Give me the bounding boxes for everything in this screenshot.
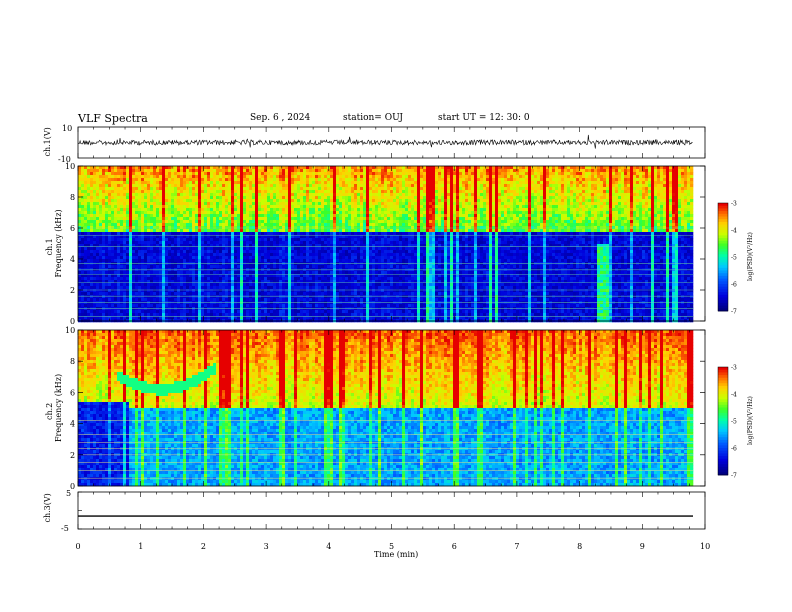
ch2-ytick: 2	[70, 451, 75, 460]
ch3-ylabel: ch.3(V)	[43, 493, 52, 522]
date-label: Sep. 6 , 2024	[250, 113, 310, 123]
ch1-colorbar-tick: -3	[731, 201, 737, 208]
ch1-ytick: 6	[70, 224, 75, 233]
start-time-label: start UT = 12: 30: 0	[438, 113, 530, 123]
ch2-ytick: 10	[65, 326, 75, 335]
ch2-spectrogram	[78, 330, 694, 487]
x-tick-label: 3	[264, 542, 269, 551]
ch1-colorbar	[717, 202, 729, 312]
ch3-ytick: 5	[66, 489, 71, 498]
ch1-waveform-frame	[77, 126, 706, 159]
ch1-ytick: 10	[62, 124, 72, 133]
ch1-ytick: -10	[58, 155, 71, 164]
x-tick-label: 7	[514, 542, 519, 551]
ch1-ylabel-freq: Frequency (kHz)	[54, 209, 63, 277]
ch2-colorbar-tick: -5	[731, 419, 737, 426]
ch1-ytick: 2	[70, 286, 75, 295]
x-tick-label: 9	[640, 542, 645, 551]
ch1-colorbar-tick: -5	[731, 255, 737, 262]
ch2-ytick: 8	[70, 357, 75, 366]
ch2-colorbar-label: log(PSD)(V²/Hz)	[747, 396, 754, 445]
x-tick-label: 6	[452, 542, 457, 551]
x-tick-label: 5	[389, 542, 394, 551]
ch1-ytick: 10	[65, 162, 75, 171]
ch1-colorbar-tick: -7	[731, 309, 737, 316]
ch1-colorbar-tick: -4	[731, 228, 737, 235]
ch2-ytick: 6	[70, 388, 75, 397]
ch2-colorbar-tick: -3	[731, 365, 737, 372]
ch2-colorbar-tick: -4	[731, 392, 737, 399]
ch1-spectrogram	[78, 166, 694, 323]
ch2-colorbar-tick: -7	[731, 473, 737, 480]
ch3-waveform-frame	[77, 491, 706, 530]
chart-title: VLF Spectra	[78, 112, 148, 125]
x-axis-label: Time (min)	[374, 550, 418, 559]
ch1-colorbar-tick: -6	[731, 282, 737, 289]
x-tick-label: 8	[577, 542, 582, 551]
ch2-ylabel: ch.2	[45, 403, 54, 420]
ch3-ytick: -5	[61, 524, 69, 533]
ch2-colorbar	[717, 366, 729, 476]
ch1-ylabel: ch.1	[45, 238, 54, 255]
ch1-waveform-trace	[77, 134, 693, 149]
ch1-colorbar-label: log(PSD)(V²/Hz)	[747, 232, 754, 281]
ch2-ytick: 4	[70, 420, 75, 429]
ch1-ytick: 4	[70, 255, 75, 264]
ch1-ylabel: ch.1(V)	[43, 127, 52, 156]
x-tick-label: 4	[326, 542, 331, 551]
x-tick-label: 1	[138, 542, 143, 551]
ch1-ytick: 8	[70, 193, 75, 202]
x-tick-label: 10	[700, 542, 710, 551]
ch1-ytick: 0	[70, 317, 75, 326]
ch2-colorbar-tick: -6	[731, 446, 737, 453]
ch2-ytick: 0	[70, 482, 75, 491]
x-tick-label: 0	[76, 542, 81, 551]
ch2-ylabel-freq: Frequency (kHz)	[54, 374, 63, 442]
x-tick-label: 2	[201, 542, 206, 551]
station-label: station= OUJ	[343, 113, 403, 123]
